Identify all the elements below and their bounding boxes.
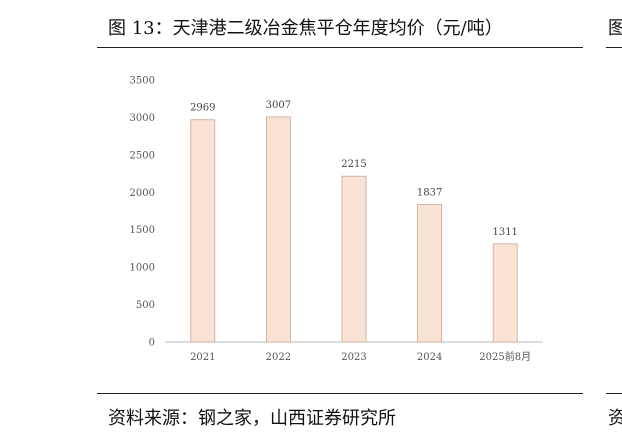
y-tick-label: 2000 [130,188,155,199]
bar-2021 [190,119,216,343]
title-rule [97,47,583,48]
source-note: 资料来源：钢之家，山西证券研究所 [108,408,396,429]
y-tick-label: 500 [136,300,155,311]
source-rule [97,393,583,394]
y-tick-label: 1500 [130,225,155,236]
data-label-2023: 2215 [341,159,366,170]
bar-2023 [341,175,367,343]
adjacent-figure-rule-top [606,47,622,48]
data-label-2022: 3007 [266,100,291,111]
x-tick-label: 2021 [190,352,215,363]
x-tick-label: 2024 [417,352,442,363]
adjacent-figure-title-fragment: 图 [608,18,622,39]
data-label-2024: 1837 [417,187,442,198]
y-axis: 0 500 1000 1500 2000 2500 3000 3500 [130,76,155,349]
y-tick-label: 0 [149,338,155,349]
y-tick-label: 3000 [130,113,155,124]
y-tick-label: 3500 [130,76,155,87]
bar-2024 [417,204,443,343]
x-axis: 2021 2022 2023 2024 2025前8月 [165,341,543,363]
y-tick-label: 2500 [130,150,155,161]
data-labels: 2969 3007 2215 1837 1311 [190,100,518,238]
y-tick-label: 1000 [130,263,155,274]
bar-2025前8月 [492,243,518,343]
adjacent-figure-rule-bottom [606,393,622,394]
x-tick-label: 2025前8月 [479,350,531,363]
data-label-2025前8月: 1311 [492,227,517,238]
adjacent-source-fragment: 资 [608,408,622,429]
x-tick-label: 2023 [341,352,366,363]
bar-series [190,116,518,343]
figure-title: 图 13：天津港二级冶金焦平仓年度均价（元/吨） [108,18,503,39]
x-tick-label: 2022 [266,352,291,363]
data-label-2021: 2969 [190,103,215,114]
bar-2022 [265,116,291,343]
